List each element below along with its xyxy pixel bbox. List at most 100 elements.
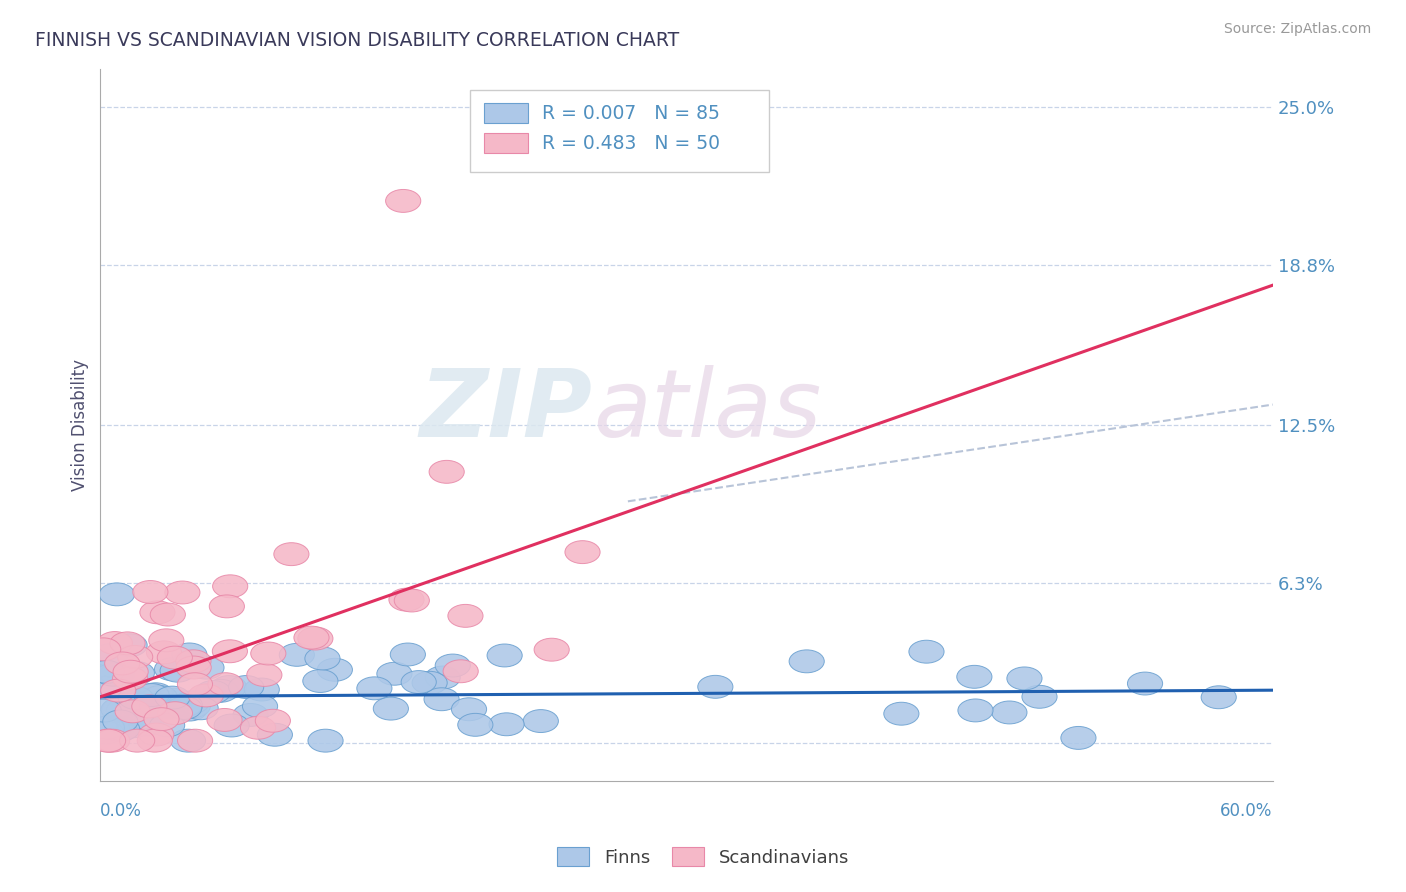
Ellipse shape — [188, 657, 224, 679]
Ellipse shape — [132, 581, 167, 604]
Ellipse shape — [165, 581, 200, 604]
Ellipse shape — [373, 698, 408, 720]
Ellipse shape — [96, 663, 131, 686]
Ellipse shape — [87, 676, 122, 699]
Text: atlas: atlas — [593, 365, 821, 456]
Ellipse shape — [1201, 686, 1236, 709]
Ellipse shape — [101, 679, 136, 702]
Ellipse shape — [167, 697, 202, 719]
Ellipse shape — [208, 673, 243, 696]
Ellipse shape — [117, 714, 152, 738]
Ellipse shape — [245, 678, 280, 701]
Ellipse shape — [120, 662, 155, 684]
Ellipse shape — [132, 695, 167, 718]
Ellipse shape — [294, 626, 329, 649]
FancyBboxPatch shape — [484, 103, 529, 123]
Ellipse shape — [247, 664, 283, 686]
Ellipse shape — [143, 707, 179, 731]
Ellipse shape — [138, 682, 173, 706]
Ellipse shape — [103, 719, 138, 741]
Ellipse shape — [394, 589, 429, 612]
Ellipse shape — [523, 710, 558, 732]
Ellipse shape — [176, 650, 211, 673]
Ellipse shape — [89, 660, 124, 683]
Ellipse shape — [212, 640, 247, 663]
Ellipse shape — [104, 652, 139, 675]
Ellipse shape — [112, 667, 148, 690]
Ellipse shape — [449, 605, 484, 627]
Text: Source: ZipAtlas.com: Source: ZipAtlas.com — [1223, 22, 1371, 37]
Ellipse shape — [229, 675, 264, 698]
Legend: Finns, Scandinavians: Finns, Scandinavians — [550, 840, 856, 874]
Ellipse shape — [157, 646, 193, 669]
FancyBboxPatch shape — [470, 90, 769, 172]
Text: ZIP: ZIP — [420, 365, 593, 457]
Ellipse shape — [156, 689, 191, 711]
Ellipse shape — [115, 700, 150, 723]
Ellipse shape — [486, 644, 522, 667]
Ellipse shape — [149, 714, 184, 737]
Ellipse shape — [274, 542, 309, 566]
Ellipse shape — [172, 698, 207, 721]
Ellipse shape — [150, 603, 186, 626]
Ellipse shape — [100, 582, 135, 606]
Ellipse shape — [91, 729, 127, 752]
Ellipse shape — [212, 574, 247, 598]
Ellipse shape — [177, 729, 212, 752]
Ellipse shape — [298, 627, 333, 650]
Ellipse shape — [308, 729, 343, 752]
Ellipse shape — [391, 643, 426, 666]
Ellipse shape — [534, 639, 569, 661]
FancyBboxPatch shape — [484, 134, 529, 153]
Ellipse shape — [176, 656, 211, 679]
Ellipse shape — [565, 541, 600, 564]
Ellipse shape — [389, 588, 425, 611]
Ellipse shape — [280, 643, 315, 666]
Ellipse shape — [305, 647, 340, 670]
Ellipse shape — [97, 632, 132, 655]
Ellipse shape — [103, 697, 138, 720]
Ellipse shape — [1022, 685, 1057, 708]
Ellipse shape — [134, 683, 169, 706]
Ellipse shape — [429, 460, 464, 483]
Ellipse shape — [458, 714, 494, 736]
Ellipse shape — [93, 644, 128, 666]
Ellipse shape — [697, 675, 733, 698]
Ellipse shape — [1062, 726, 1097, 749]
Ellipse shape — [257, 723, 292, 747]
Ellipse shape — [207, 708, 242, 731]
Ellipse shape — [401, 671, 436, 693]
Ellipse shape — [318, 658, 353, 681]
Ellipse shape — [84, 710, 120, 733]
Ellipse shape — [172, 643, 207, 666]
Ellipse shape — [117, 691, 152, 714]
Ellipse shape — [443, 660, 478, 682]
Ellipse shape — [195, 681, 231, 704]
Text: 0.0%: 0.0% — [100, 802, 142, 820]
Ellipse shape — [89, 721, 124, 744]
Ellipse shape — [489, 713, 524, 736]
Ellipse shape — [789, 650, 824, 673]
Ellipse shape — [101, 698, 136, 721]
Ellipse shape — [357, 677, 392, 700]
Ellipse shape — [90, 716, 125, 739]
Ellipse shape — [957, 699, 993, 722]
Ellipse shape — [103, 710, 138, 733]
Text: FINNISH VS SCANDINAVIAN VISION DISABILITY CORRELATION CHART: FINNISH VS SCANDINAVIAN VISION DISABILIT… — [35, 31, 679, 50]
Ellipse shape — [138, 729, 173, 752]
Ellipse shape — [110, 632, 145, 655]
Ellipse shape — [242, 695, 277, 718]
Ellipse shape — [250, 642, 285, 665]
Ellipse shape — [97, 715, 132, 739]
Ellipse shape — [120, 729, 155, 752]
Ellipse shape — [128, 713, 163, 736]
Ellipse shape — [425, 666, 460, 689]
Ellipse shape — [233, 704, 269, 726]
Ellipse shape — [302, 670, 337, 692]
Ellipse shape — [153, 696, 188, 718]
Text: R = 0.483   N = 50: R = 0.483 N = 50 — [543, 134, 720, 153]
Ellipse shape — [202, 680, 238, 702]
Ellipse shape — [1128, 672, 1163, 695]
Ellipse shape — [214, 714, 249, 737]
Ellipse shape — [188, 684, 224, 706]
